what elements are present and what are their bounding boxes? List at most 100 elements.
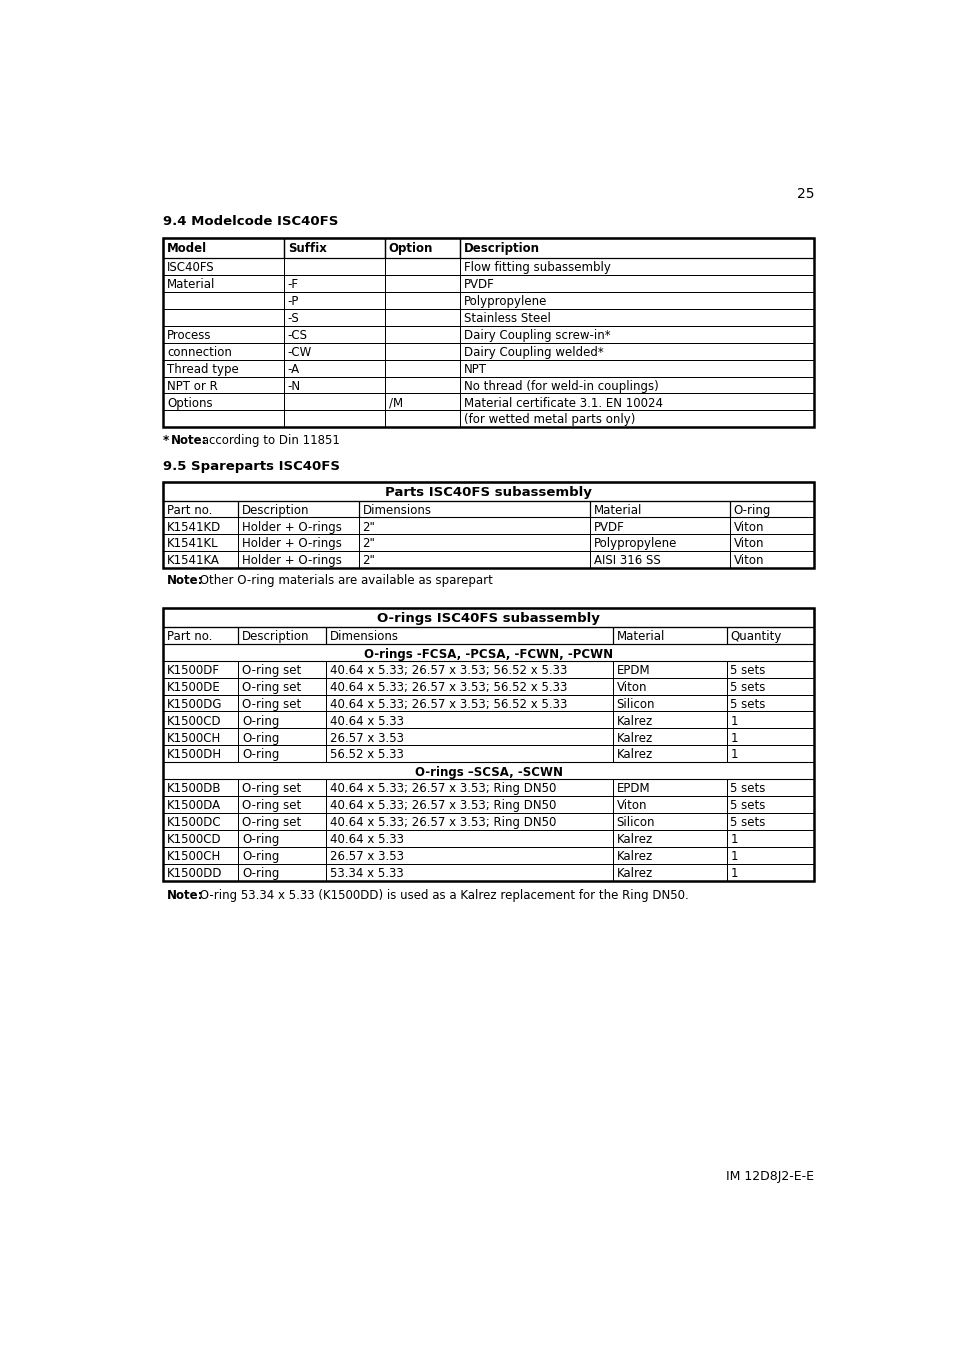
Bar — [326, 745, 612, 762]
Bar — [238, 661, 326, 677]
Bar — [459, 326, 814, 343]
Bar — [163, 661, 238, 677]
Text: 53.34 x 5.33: 53.34 x 5.33 — [330, 867, 403, 880]
Text: Note:: Note: — [167, 888, 204, 902]
Bar — [726, 830, 814, 848]
Text: K1500DB: K1500DB — [167, 783, 221, 795]
Text: /M: /M — [388, 397, 402, 409]
Bar — [612, 661, 726, 677]
Text: 2": 2" — [362, 520, 375, 533]
Text: Material certificate 3.1. EN 10024: Material certificate 3.1. EN 10024 — [463, 397, 661, 409]
Bar — [384, 394, 459, 410]
Bar — [163, 238, 814, 428]
Text: K1500DE: K1500DE — [167, 681, 221, 693]
Bar — [589, 501, 729, 517]
Bar — [163, 535, 238, 551]
Text: K1500DC: K1500DC — [167, 816, 222, 829]
Bar — [612, 745, 726, 762]
Bar — [163, 410, 284, 428]
Bar — [726, 796, 814, 814]
Bar — [163, 376, 284, 394]
Text: Dimensions: Dimensions — [362, 504, 431, 517]
Bar — [612, 864, 726, 881]
Text: Description: Description — [242, 630, 310, 643]
Text: K1500CH: K1500CH — [167, 731, 221, 745]
Text: Viton: Viton — [733, 520, 763, 533]
Bar — [729, 501, 814, 517]
Bar — [729, 517, 814, 535]
Text: O-ring set: O-ring set — [242, 783, 301, 795]
Bar — [726, 864, 814, 881]
Text: 5 sets: 5 sets — [730, 816, 765, 829]
Text: O-ring: O-ring — [242, 731, 279, 745]
Bar — [163, 745, 238, 762]
Text: Polypropylene: Polypropylene — [463, 295, 546, 307]
Bar — [284, 343, 384, 360]
Text: ISC40FS: ISC40FS — [167, 261, 214, 274]
Bar — [326, 814, 612, 830]
Text: 26.57 x 3.53: 26.57 x 3.53 — [330, 850, 404, 862]
Text: Holder + O-rings: Holder + O-rings — [242, 538, 342, 551]
Text: K1541KA: K1541KA — [167, 554, 220, 567]
Text: 40.64 x 5.33; 26.57 x 3.53; Ring DN50: 40.64 x 5.33; 26.57 x 3.53; Ring DN50 — [330, 799, 556, 812]
Bar — [326, 780, 612, 796]
Text: O-ring: O-ring — [733, 504, 770, 517]
Bar — [163, 627, 238, 643]
Text: *: * — [163, 433, 173, 447]
Text: 40.64 x 5.33: 40.64 x 5.33 — [330, 715, 404, 727]
Text: 40.64 x 5.33; 26.57 x 3.53; 56.52 x 5.33: 40.64 x 5.33; 26.57 x 3.53; 56.52 x 5.33 — [330, 663, 567, 677]
Text: Viton: Viton — [616, 799, 646, 812]
Bar — [384, 410, 459, 428]
Bar — [163, 780, 238, 796]
Bar — [163, 608, 814, 881]
Bar — [459, 259, 814, 275]
Text: Viton: Viton — [616, 681, 646, 693]
Text: 25: 25 — [796, 187, 814, 202]
Text: Kalrez: Kalrez — [616, 833, 652, 846]
Text: Material: Material — [593, 504, 641, 517]
Text: K1541KL: K1541KL — [167, 538, 218, 551]
Text: O-ring set: O-ring set — [242, 816, 301, 829]
Text: -CS: -CS — [288, 329, 308, 341]
Bar — [284, 292, 384, 309]
Text: Part no.: Part no. — [167, 630, 213, 643]
Text: Quantity: Quantity — [730, 630, 781, 643]
Bar — [163, 501, 238, 517]
Text: Polypropylene: Polypropylene — [593, 538, 677, 551]
Text: 1: 1 — [730, 731, 737, 745]
Bar — [384, 259, 459, 275]
Bar — [358, 501, 589, 517]
Text: O-ring: O-ring — [242, 867, 279, 880]
Bar — [326, 627, 612, 643]
Bar — [726, 677, 814, 695]
Text: 9.4 Modelcode ISC40FS: 9.4 Modelcode ISC40FS — [163, 215, 338, 227]
Bar — [384, 238, 459, 259]
Bar — [163, 796, 238, 814]
Bar — [726, 728, 814, 745]
Text: K1500CD: K1500CD — [167, 715, 222, 727]
Bar — [612, 711, 726, 728]
Text: O-rings -FCSA, -PCSA, -FCWN, -PCWN: O-rings -FCSA, -PCSA, -FCWN, -PCWN — [364, 647, 613, 661]
Text: K1500DH: K1500DH — [167, 749, 222, 761]
Bar — [163, 394, 284, 410]
Bar — [284, 259, 384, 275]
Bar — [326, 695, 612, 711]
Text: Dairy Coupling welded*: Dairy Coupling welded* — [463, 345, 602, 359]
Bar — [459, 343, 814, 360]
Bar — [163, 848, 238, 864]
Text: Dimensions: Dimensions — [330, 630, 398, 643]
Bar — [284, 326, 384, 343]
Text: -N: -N — [288, 379, 300, 393]
Bar — [163, 259, 284, 275]
Bar — [729, 535, 814, 551]
Bar — [238, 780, 326, 796]
Bar — [612, 627, 726, 643]
Text: O-ring set: O-ring set — [242, 799, 301, 812]
Text: Kalrez: Kalrez — [616, 731, 652, 745]
Text: 1: 1 — [730, 715, 737, 727]
Text: Kalrez: Kalrez — [616, 850, 652, 862]
Text: Process: Process — [167, 329, 212, 341]
Text: NPT or R: NPT or R — [167, 379, 218, 393]
Bar — [726, 780, 814, 796]
Bar — [358, 535, 589, 551]
